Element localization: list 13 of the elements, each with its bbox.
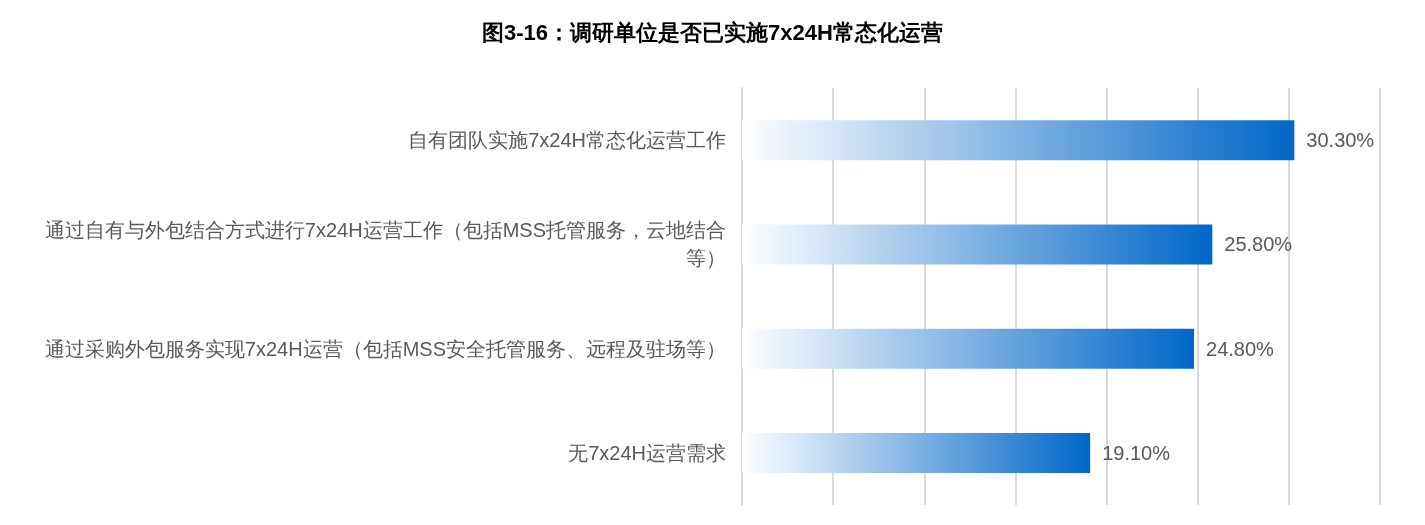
bar <box>742 432 1091 473</box>
y-tick-label: 通过自有与外包结合方式进行7x24H运营工作（包括MSS托管服务，云地结合等） <box>44 219 726 270</box>
chart-title: 图3-16：调研单位是否已实施7x24H常态化运营 <box>482 19 943 45</box>
y-tick-label: 无7x24H运营需求 <box>568 441 726 464</box>
bar <box>742 120 1295 161</box>
y-tick-label: 自有团队实施7x24H常态化运营工作 <box>408 129 726 152</box>
bar <box>742 224 1213 265</box>
y-tick-label: 通过采购外包服务实现7x24H运营（包括MSS安全托管服务、远程及驻场等） <box>44 337 726 360</box>
data-label: 25.80% <box>1224 233 1293 256</box>
bar <box>742 328 1195 369</box>
data-label: 24.80% <box>1206 337 1275 360</box>
data-label: 19.10% <box>1102 441 1171 464</box>
data-label: 30.30% <box>1306 129 1375 152</box>
